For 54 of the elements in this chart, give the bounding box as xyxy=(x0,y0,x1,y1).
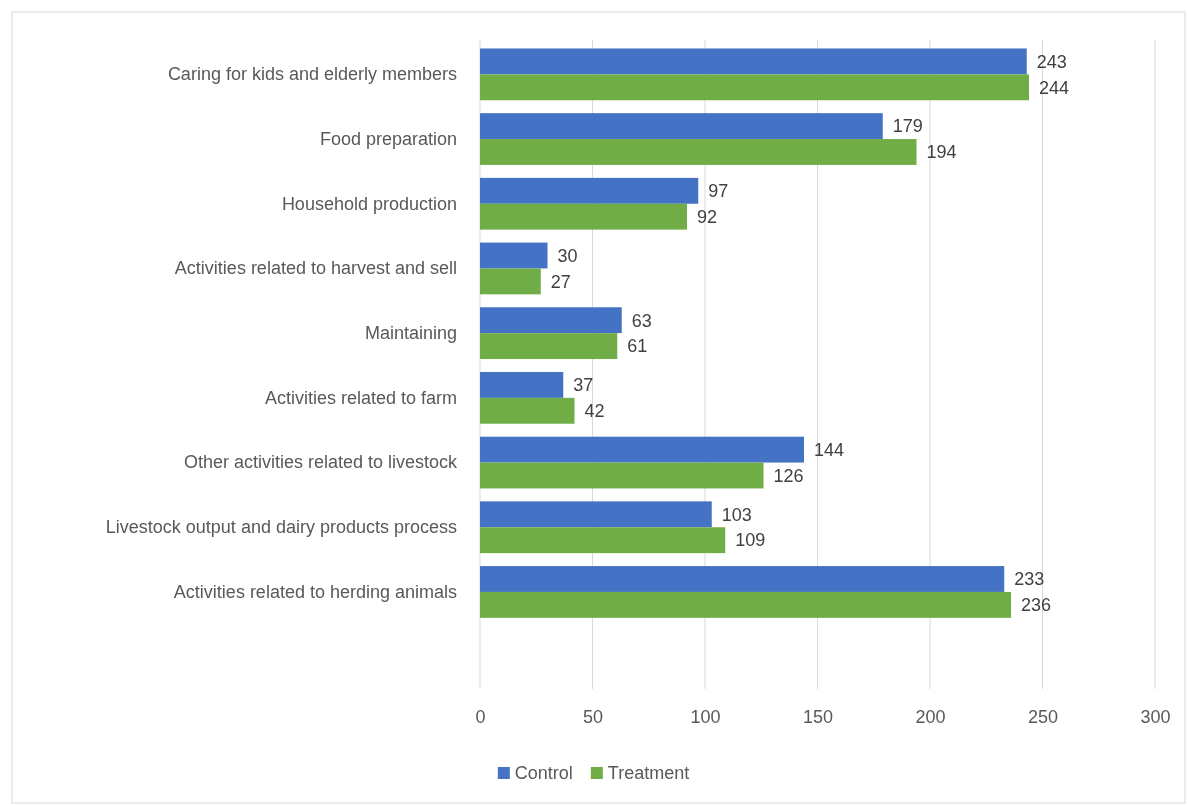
x-tick-label: 100 xyxy=(690,706,721,727)
x-tick-label: 250 xyxy=(1027,706,1059,727)
y-tick-label: Household production xyxy=(281,193,457,214)
data-label: 27 xyxy=(550,271,571,292)
data-label: 109 xyxy=(735,530,766,551)
x-tick-label: 50 xyxy=(582,706,604,727)
legend-label: Control xyxy=(514,763,573,784)
x-tick-label: 150 xyxy=(802,706,834,727)
data-label: 63 xyxy=(631,310,652,331)
bar xyxy=(480,591,1011,618)
data-label: 144 xyxy=(814,439,845,460)
bar xyxy=(480,397,575,424)
data-label: 97 xyxy=(708,181,729,202)
bar xyxy=(480,242,548,269)
data-label: 236 xyxy=(1021,595,1052,616)
y-tick-label: Caring for kids and elderly members xyxy=(167,64,457,85)
bar xyxy=(480,527,726,554)
data-label: 233 xyxy=(1014,569,1045,590)
data-label: 243 xyxy=(1036,51,1067,72)
bar xyxy=(480,177,699,204)
data-label: 30 xyxy=(557,245,578,266)
y-tick-label: Maintaining xyxy=(364,322,457,343)
bar xyxy=(480,203,687,230)
y-tick-label: Activities related to farm xyxy=(264,387,457,408)
bar xyxy=(480,139,917,165)
data-label: 126 xyxy=(773,465,804,486)
bar xyxy=(480,371,564,398)
x-tick-label: 200 xyxy=(915,706,946,727)
bar xyxy=(480,566,1005,592)
y-tick-label: Activities related to harvest and sell xyxy=(174,258,457,279)
bar xyxy=(480,462,764,489)
data-label: 103 xyxy=(721,504,752,525)
y-tick-label: Activities related to herding animals xyxy=(173,581,457,602)
data-label: 194 xyxy=(926,142,957,163)
bar xyxy=(480,113,883,140)
legend-label: Treatment xyxy=(607,763,690,784)
data-label: 37 xyxy=(573,375,594,396)
y-tick-label: Food preparation xyxy=(319,128,457,149)
bar xyxy=(480,307,622,334)
bar xyxy=(480,268,541,295)
x-tick-label: 300 xyxy=(1140,706,1171,727)
bar xyxy=(480,48,1027,75)
bar xyxy=(480,74,1029,101)
data-label: 61 xyxy=(627,336,648,357)
data-label: 244 xyxy=(1039,77,1070,98)
data-label: 92 xyxy=(697,206,718,227)
bar xyxy=(480,501,712,528)
y-tick-label: Livestock output and dairy products process xyxy=(105,517,457,538)
bar xyxy=(480,333,618,360)
data-label: 179 xyxy=(892,116,923,137)
bar xyxy=(480,436,804,463)
data-label: 42 xyxy=(584,401,605,422)
x-tick-label: 0 xyxy=(475,706,486,727)
y-tick-label: Other activities related to livestock xyxy=(183,452,458,473)
